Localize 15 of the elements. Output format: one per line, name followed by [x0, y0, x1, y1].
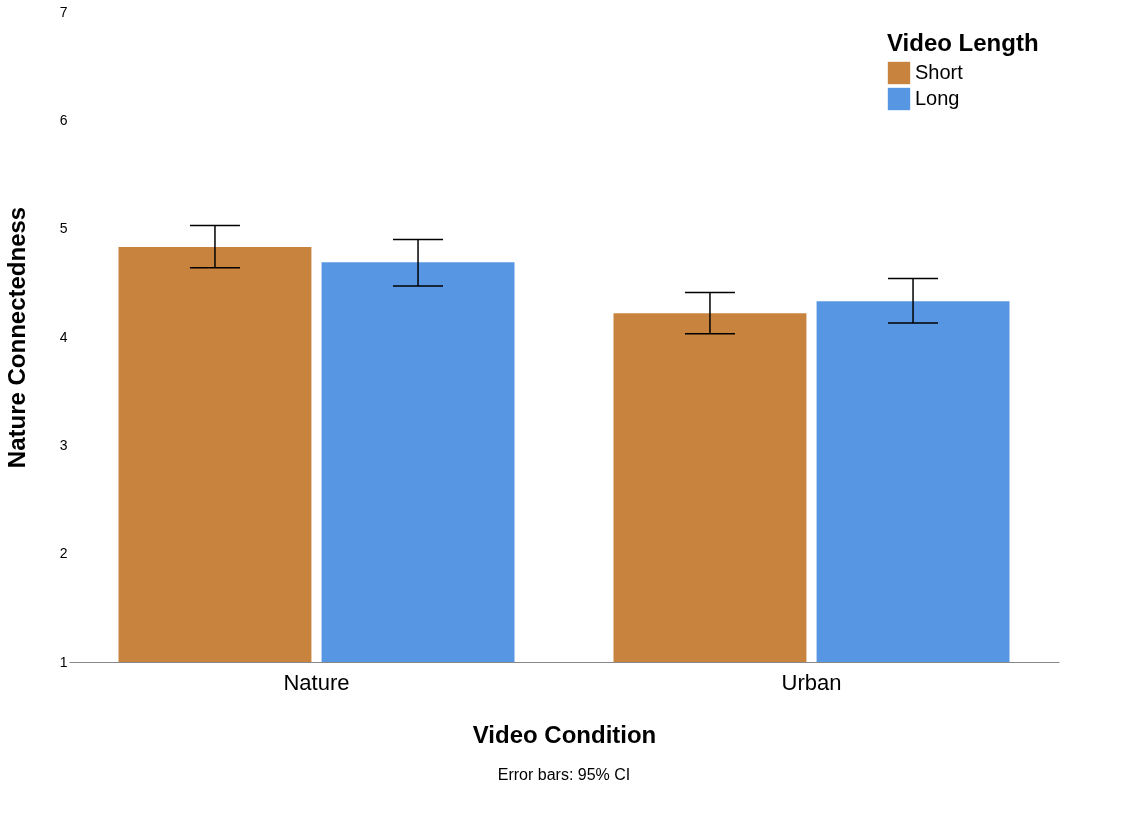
- x-axis-title: Video Condition: [472, 720, 657, 748]
- y-tick-label: 3: [59, 436, 68, 453]
- legend-label: Long: [915, 87, 960, 109]
- legend-title: Video Length: [887, 29, 1039, 56]
- x-tick-label: Urban: [781, 669, 842, 695]
- y-tick-label: 6: [59, 111, 68, 128]
- x-tick-label: Nature: [283, 669, 350, 695]
- y-tick-label: 1: [59, 653, 68, 670]
- y-tick-label: 7: [59, 3, 68, 20]
- y-axis-title: Nature Connectedness: [2, 206, 30, 469]
- y-tick-label: 5: [59, 220, 68, 237]
- legend-label: Short: [915, 61, 964, 83]
- y-tick-label: 4: [59, 328, 68, 345]
- y-tick-label: 2: [59, 545, 68, 562]
- text: Error bars: 95% CI: [497, 766, 631, 783]
